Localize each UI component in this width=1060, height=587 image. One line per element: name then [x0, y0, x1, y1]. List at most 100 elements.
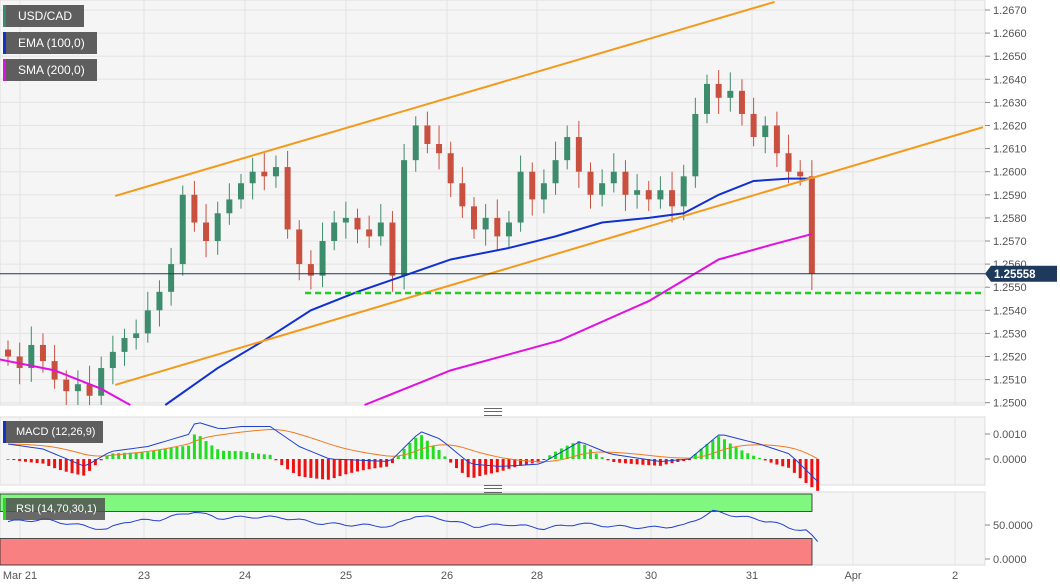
current-price-label: 1.25558 — [994, 269, 1036, 281]
legend-ema[interactable]: EMA (100,0) — [3, 32, 97, 54]
candle-body — [16, 356, 23, 369]
macd-histogram-bar — [204, 441, 208, 459]
sma-line — [0, 358, 131, 406]
macd-histogram-bar — [99, 459, 103, 461]
macd-histogram-bar — [775, 459, 779, 465]
candle-body — [797, 171, 804, 177]
macd-histogram-bar — [297, 459, 301, 477]
candle-body — [226, 199, 233, 214]
sma-line — [364, 233, 813, 406]
candle-body — [657, 190, 664, 200]
legend-macd[interactable]: MACD (12,26,9) — [3, 421, 104, 443]
candle-body — [762, 125, 769, 138]
rsi-overbought-zone — [0, 493, 813, 512]
legend-rsi[interactable]: RSI (14,70,30,1) — [3, 498, 105, 520]
candle-body — [424, 125, 431, 144]
macd-histogram-bar — [408, 442, 412, 459]
candle-body — [540, 183, 547, 200]
pane-resize-handle-macd[interactable] — [484, 408, 502, 416]
macd-histogram-bar — [88, 459, 92, 471]
candle-body — [529, 171, 536, 200]
macd-histogram-bar — [373, 459, 377, 469]
candle-body — [74, 384, 81, 392]
y-tick-label: 1.2600 — [993, 167, 1027, 179]
candle-body — [191, 194, 198, 223]
macd-histogram-bar — [583, 444, 587, 459]
macd-histogram-bar — [344, 459, 348, 475]
macd-histogram-bar — [41, 459, 45, 464]
x-tick-label: 23 — [138, 570, 150, 582]
macd-histogram-bar — [589, 449, 592, 459]
macd-histogram-bar — [513, 459, 517, 468]
macd-histogram-bar — [787, 459, 791, 468]
macd-histogram-bar — [315, 459, 319, 479]
macd-histogram-bar — [198, 436, 202, 459]
candle-body — [587, 171, 594, 195]
y-tick-label: 1.2550 — [993, 282, 1027, 294]
candle-body — [471, 206, 477, 230]
macd-histogram-bar — [245, 452, 249, 459]
macd-histogram-bar — [559, 448, 563, 459]
candle-body — [331, 222, 338, 241]
y-tick-label: 1.2500 — [993, 398, 1027, 410]
macd-histogram-bar — [169, 447, 173, 459]
macd-histogram-bar — [303, 459, 307, 478]
candle-body — [785, 153, 792, 172]
x-tick-label: Apr — [844, 570, 861, 582]
macd-histogram-bar — [443, 456, 447, 459]
candle-body — [808, 176, 815, 274]
macd-histogram-bar — [361, 459, 365, 471]
macd-histogram-bar — [472, 459, 476, 478]
macd-histogram-bar — [693, 454, 697, 459]
candle-body — [727, 90, 734, 98]
y-tick-label: 0.0000 — [993, 554, 1027, 566]
macd-histogram-bar — [6, 459, 10, 460]
candle-body — [261, 171, 268, 177]
legend-symbol[interactable]: USD/CAD — [3, 5, 85, 27]
candle-body — [680, 176, 687, 207]
macd-histogram-bar — [146, 452, 150, 459]
macd-histogram-bar — [641, 459, 645, 465]
macd-histogram-bar — [606, 459, 610, 461]
price-pane — [0, 0, 986, 406]
macd-histogram-bar — [128, 452, 132, 459]
macd-histogram-bar — [58, 459, 62, 471]
candle-body — [284, 167, 291, 230]
candle-body — [272, 167, 279, 177]
y-tick-label: 1.2530 — [993, 328, 1027, 340]
pane-resize-handle-rsi[interactable] — [484, 485, 502, 493]
x-tick-label: 30 — [645, 570, 657, 582]
macd-histogram-bar — [816, 459, 820, 491]
candle-body — [669, 190, 676, 207]
candle-body — [156, 291, 163, 311]
macd-histogram-bar — [577, 441, 581, 459]
y-tick-label: 1.2620 — [993, 121, 1027, 133]
candle-body — [354, 217, 361, 230]
y-tick-label: 0.0000 — [993, 454, 1027, 466]
macd-histogram-bar — [390, 459, 394, 464]
macd-histogram-bar — [105, 455, 109, 459]
macd-histogram-bar — [571, 443, 575, 459]
macd-histogram-bar — [82, 459, 86, 476]
x-tick-label: 25 — [340, 570, 352, 582]
macd-histogram-bar — [64, 459, 68, 472]
x-tick-label: Mar 21 — [3, 570, 37, 582]
macd-signal-line — [7, 428, 818, 463]
macd-histogram-bar — [420, 435, 424, 459]
candle-body — [133, 333, 140, 339]
candle-body — [144, 310, 151, 334]
macd-histogram-bar — [728, 443, 732, 459]
x-tick-label: 24 — [239, 570, 251, 582]
macd-histogram-bar — [763, 459, 767, 461]
candle-body — [168, 264, 175, 292]
candle-body — [296, 229, 303, 265]
macd-histogram-bar — [157, 449, 161, 459]
legend-sma[interactable]: SMA (200,0) — [3, 59, 97, 81]
macd-histogram-bar — [23, 459, 27, 462]
macd-histogram-bar — [629, 459, 633, 464]
macd-histogram-bar — [536, 459, 540, 463]
candle-body — [377, 222, 384, 237]
candle-body — [494, 217, 501, 237]
y-tick-label: 0.0010 — [993, 429, 1027, 441]
